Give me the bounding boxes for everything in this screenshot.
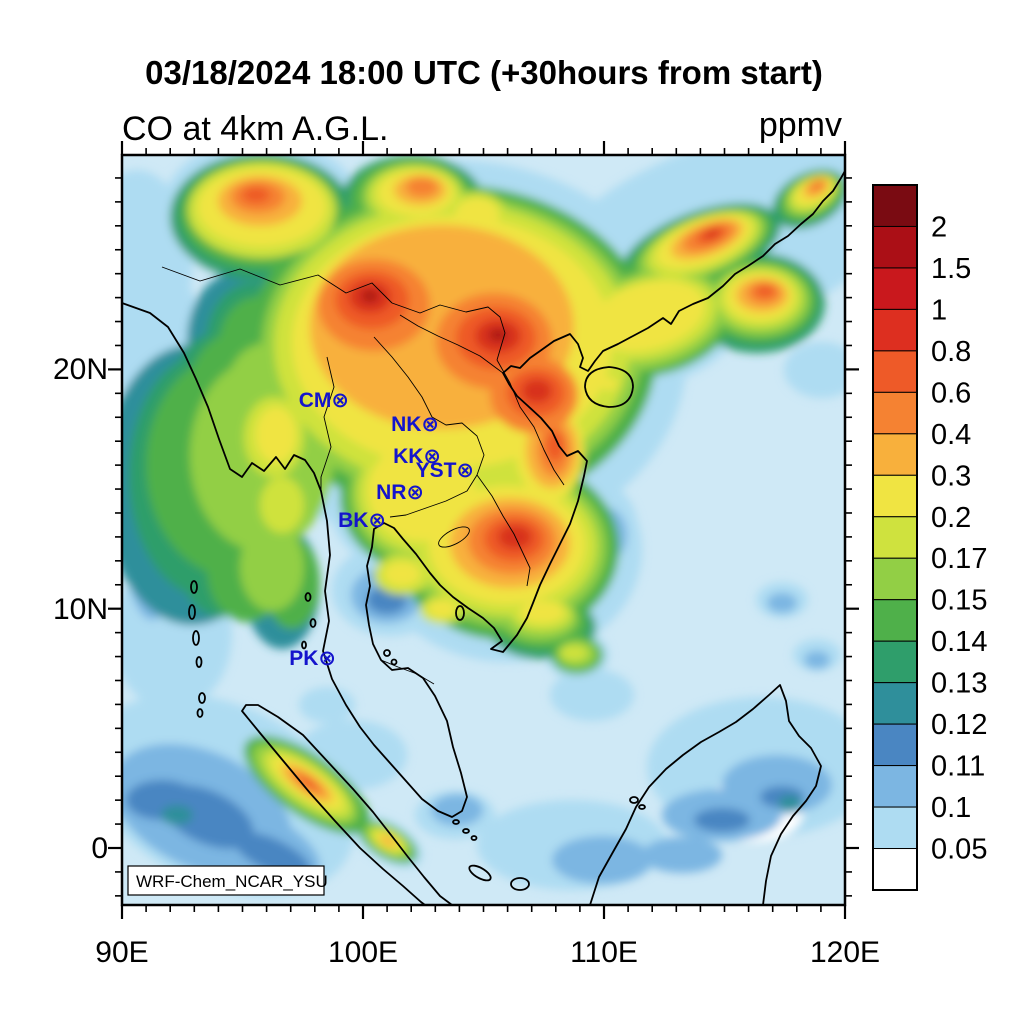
colorbar-frame (872, 184, 918, 891)
station-nr: NR⊗ (376, 481, 424, 504)
colorbar-tick-label: 0.3 (931, 460, 971, 492)
colorbar-segment (872, 433, 918, 476)
colorbar-tick-label: 0.2 (931, 502, 971, 534)
model-label-box (127, 865, 325, 896)
model-label: WRF-Chem_NCAR_YSU (136, 872, 328, 891)
station-cm: CM⊗ (299, 389, 349, 412)
colorbar-segment (872, 557, 918, 601)
x-tick-label-90e: 90E (95, 936, 148, 969)
y-tick-label-10n: 10N (53, 593, 108, 626)
country-borders (161, 266, 565, 685)
colorbar-tick-label: 0.6 (931, 377, 971, 409)
x-tick-label-120e: 120E (810, 936, 880, 969)
colorbar-tick-label: 0.4 (931, 419, 971, 451)
x-tick-label-110e: 110E (570, 936, 638, 969)
colorbar-tick-label: 0.12 (931, 709, 987, 741)
colorbar-segment (872, 308, 918, 352)
colorbar-tick-label: 0.05 (931, 834, 987, 866)
colorbar-segment (872, 474, 918, 518)
station-kk: KK⊗ (393, 445, 441, 468)
map-frame (120, 153, 847, 907)
colorbar-segment (872, 848, 918, 891)
colorbar-tick-label: 1 (931, 294, 947, 326)
units-label: ppmv (759, 106, 842, 144)
station-yst: YST⊗ (416, 459, 474, 482)
station-pk: PK⊗ (289, 647, 336, 670)
colorbar-tick-label: 2 (931, 211, 947, 243)
colorbar-tick-label: 1.5 (931, 253, 971, 285)
colorbar-tick-label: 0.17 (931, 543, 987, 575)
colorbar-tick-label: 0.14 (931, 626, 987, 658)
colorbar-segment (872, 350, 918, 393)
station-nk: NK⊗ (391, 413, 439, 436)
co-concentration-field (122, 155, 845, 896)
map-panel: CM⊗ NK⊗ KK⊗YST⊗NR⊗ BK⊗ PK⊗ WRF-Chem_NCAR_YSU (120, 153, 847, 907)
colorbar-segment (872, 682, 918, 725)
colorbar-segment (872, 599, 918, 642)
variable-title: CO at 4km A.G.L. (122, 110, 388, 148)
datetime-title: 03/18/2024 18:00 UTC (+30hours from star… (145, 54, 823, 91)
colorbar-segment (872, 225, 918, 269)
colorbar-segment (872, 806, 918, 850)
colorbar-segment (872, 723, 918, 767)
station-markers: CM⊗ NK⊗ KK⊗YST⊗NR⊗ BK⊗ PK⊗ (289, 389, 474, 670)
colorbar-tick-label: 0.13 (931, 668, 987, 700)
colorbar-tick-label: 0.11 (931, 751, 985, 783)
colorbar-tick-label: 0.15 (931, 585, 987, 617)
coastlines (122, 170, 845, 905)
colorbar-segment (872, 184, 918, 227)
colorbar-segment (872, 267, 918, 310)
y-tick-label-0: 0 (91, 832, 108, 865)
station-bk: BK⊗ (338, 509, 386, 532)
colorbar-segment (872, 640, 918, 684)
colorbar: 2 1.5 1 0.8 0.6 0.4 0.3 0.2 0.17 0.15 0.14 0.13 0.12… (872, 184, 987, 891)
colorbar-segment (872, 391, 918, 435)
colorbar-segment (872, 765, 918, 808)
colorbar-tick-label: 0.8 (931, 336, 971, 368)
y-tick-label-20n: 20N (53, 353, 108, 386)
colorbar-tick-label: 0.1 (931, 792, 971, 824)
colorbar-segment (872, 516, 918, 559)
x-tick-label-100e: 100E (328, 936, 398, 969)
